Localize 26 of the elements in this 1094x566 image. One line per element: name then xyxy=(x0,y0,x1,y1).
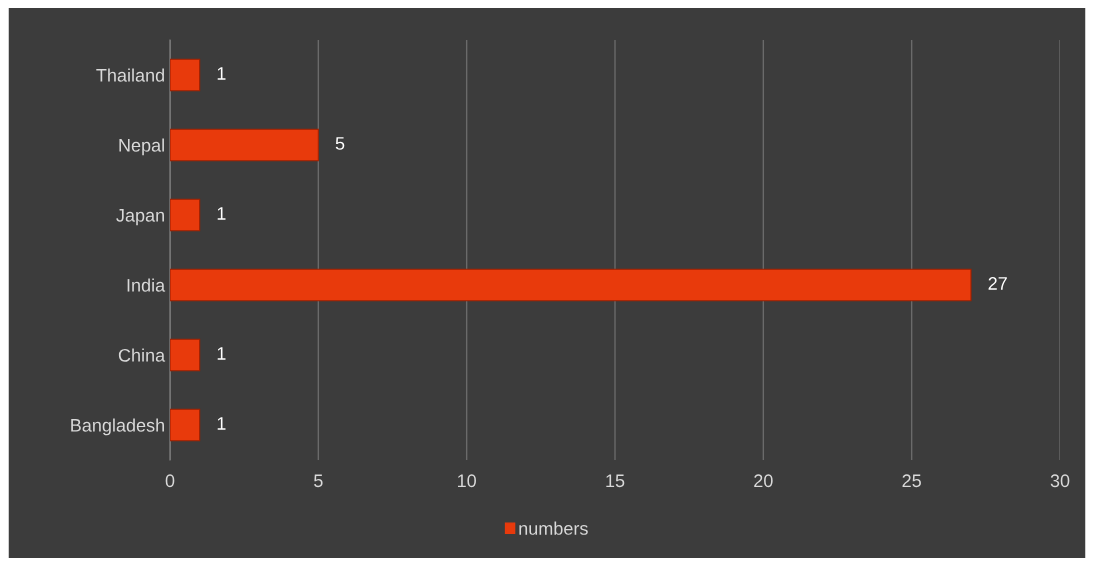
y-tick-label: Nepal xyxy=(119,138,164,156)
data-label: 1 xyxy=(217,417,226,430)
x-tick-label: 0 xyxy=(165,474,175,488)
bar xyxy=(170,338,201,372)
bar xyxy=(170,198,201,232)
y-tick-label: India xyxy=(127,278,166,292)
bar xyxy=(170,58,201,92)
x-tick-label: 30 xyxy=(1050,474,1070,488)
legend-label: numbers xyxy=(519,521,588,535)
x-tick-label: 15 xyxy=(606,474,625,488)
x-tick-label: 20 xyxy=(754,474,773,488)
x-tick-label: 25 xyxy=(902,474,921,488)
y-tick-label: Japan xyxy=(116,209,164,226)
data-label: 1 xyxy=(217,207,226,220)
x-tick-label: 10 xyxy=(458,474,476,488)
bar xyxy=(170,128,319,162)
data-label: 1 xyxy=(217,67,226,80)
data-label: 1 xyxy=(217,347,226,360)
data-label: 27 xyxy=(988,277,1007,290)
x-tick-label: 5 xyxy=(314,474,323,488)
y-tick-label: Bangladesh xyxy=(71,418,164,436)
y-tick-label: Thailand xyxy=(96,68,164,82)
data-label: 5 xyxy=(335,137,345,150)
y-tick-label: China xyxy=(118,348,166,362)
bar xyxy=(170,408,201,442)
bar xyxy=(170,268,972,302)
